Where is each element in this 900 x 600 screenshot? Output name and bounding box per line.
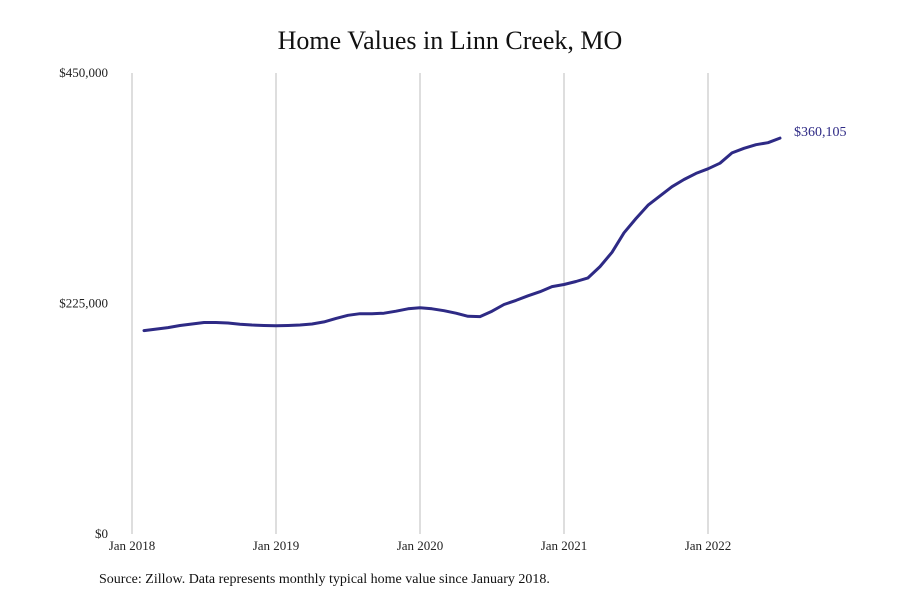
end-value-label: $360,105 — [794, 125, 847, 140]
x-tick-label: Jan 2020 — [397, 538, 444, 553]
end-label-layer: $360,105 — [794, 125, 847, 140]
x-tick-label: Jan 2021 — [541, 538, 588, 553]
x-tick-label: Jan 2018 — [109, 538, 156, 553]
series-layer — [142, 136, 782, 333]
x-tick-label: Jan 2022 — [685, 538, 732, 553]
x-axis-ticks: Jan 2018 Jan 2019 Jan 2020 Jan 2021 Jan 2022 — [109, 538, 732, 553]
x-tick-label: Jan 2019 — [253, 538, 300, 553]
y-tick-label: $450,000 — [59, 65, 108, 80]
y-tick-label: $225,000 — [59, 296, 108, 311]
y-axis-ticks: $0 $225,000 $450,000 — [59, 65, 108, 541]
chart-title: Home Values in Linn Creek, MO — [277, 26, 623, 55]
gridlines — [131, 73, 709, 534]
source-note: Source: Zillow. Data represents monthly … — [99, 572, 550, 587]
series-line — [142, 136, 782, 333]
y-tick-label: $0 — [95, 526, 108, 541]
